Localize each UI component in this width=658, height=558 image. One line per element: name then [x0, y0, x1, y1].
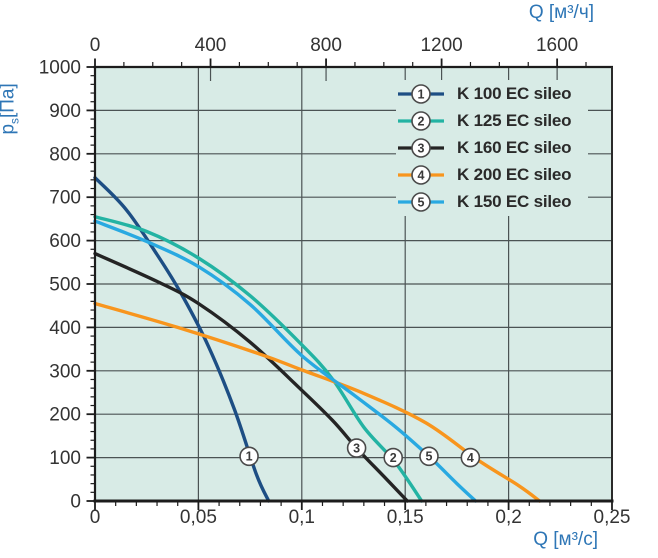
- y-tick-label: 300: [49, 361, 81, 382]
- bottom-tick-label: 0,1: [289, 507, 315, 528]
- curve-marker-circle: [346, 438, 367, 458]
- y-axis-unit: [Па]: [0, 83, 19, 119]
- legend-item: 5 K 150 EC sileo: [396, 189, 588, 216]
- legend: 1 K 100 EC sileo 2 K 125 EC sileo 3 K 160 EC …: [396, 80, 588, 216]
- curve-marker-number: 4: [467, 451, 474, 465]
- svg-text:3: 3: [418, 141, 425, 155]
- legend-item: 1 K 100 EC sileo: [396, 80, 588, 107]
- svg-text:5: 5: [418, 196, 425, 210]
- curve-marker-number: 1: [246, 450, 253, 464]
- y-tick-label: 900: [49, 101, 81, 122]
- y-tick-label: 700: [49, 188, 81, 209]
- y-axis-subscript: s: [8, 118, 22, 124]
- bottom-tick-label: 0,05: [180, 507, 217, 528]
- top-tick-label: 800: [310, 35, 342, 56]
- legend-line-marker-icon: 2: [398, 110, 444, 131]
- bottom-tick-label: 0,25: [594, 507, 631, 528]
- y-tick-label: 500: [49, 275, 81, 296]
- curve-4-k-200-ec-sileo: [93, 301, 542, 503]
- curve-marker-circle: [239, 446, 259, 467]
- legend-item-label: K 150 EC sileo: [457, 192, 572, 212]
- svg-text:1: 1: [418, 87, 425, 101]
- top-tick-label: 400: [195, 35, 227, 56]
- bottom-tick-label: 0,15: [387, 507, 424, 528]
- legend-line-marker-icon: 4: [398, 165, 444, 185]
- curve-2-k-125-ec-sileo: [93, 215, 424, 503]
- legend-item-label: K 100 EC sileo: [457, 83, 572, 103]
- legend-item-label: K 125 EC sileo: [457, 110, 572, 130]
- y-tick-label: 800: [49, 144, 81, 165]
- curve-marker-circle: [460, 447, 481, 468]
- legend-item-label: K 200 EC sileo: [457, 165, 572, 185]
- top-axis-unit-label: Q [м³/ч]: [528, 2, 594, 23]
- curve-marker-number: 3: [353, 441, 360, 455]
- y-tick-label: 1000: [39, 58, 81, 79]
- legend-line-marker-icon: 1: [398, 83, 444, 104]
- curve-marker-number: 2: [390, 451, 397, 465]
- legend-line-marker-icon: 5: [398, 192, 444, 213]
- y-tick-label: 400: [49, 318, 81, 339]
- y-tick-label: 100: [49, 448, 81, 469]
- legend-item: 2 K 125 EC sileo: [396, 107, 588, 134]
- top-tick-label: 0: [90, 35, 101, 56]
- curve-3-k-160-ec-sileo: [93, 251, 409, 503]
- bottom-tick-label: 0: [90, 507, 101, 528]
- bottom-axis-unit-label: Q [м³/с]: [533, 529, 598, 550]
- top-tick-label: 1600: [536, 35, 578, 56]
- y-tick-label: 200: [49, 405, 81, 426]
- top-tick-label: 1200: [420, 35, 462, 56]
- y-tick-label: 600: [49, 231, 81, 252]
- curve-marker-number: 5: [426, 450, 433, 464]
- bottom-tick-label: 0,2: [495, 507, 521, 528]
- legend-item-label: K 160 EC sileo: [457, 137, 572, 157]
- y-tick-label: 0: [70, 492, 81, 513]
- curve-marker-circle: [383, 447, 404, 468]
- svg-text:2: 2: [418, 114, 425, 128]
- curve-5-k-150-ec-sileo: [93, 219, 478, 503]
- curve-marker-circle: [419, 446, 439, 467]
- legend-line-marker-icon: 3: [398, 138, 444, 158]
- svg-text:4: 4: [418, 168, 425, 182]
- legend-item: 4 K 200 EC sileo: [396, 162, 588, 189]
- legend-item: 3 K 160 EC sileo: [396, 134, 588, 161]
- curve-1-k-100-ec-sileo: [93, 176, 271, 503]
- y-axis-symbol: p: [0, 124, 19, 135]
- y-axis-unit-label: ps[Па]: [0, 83, 22, 134]
